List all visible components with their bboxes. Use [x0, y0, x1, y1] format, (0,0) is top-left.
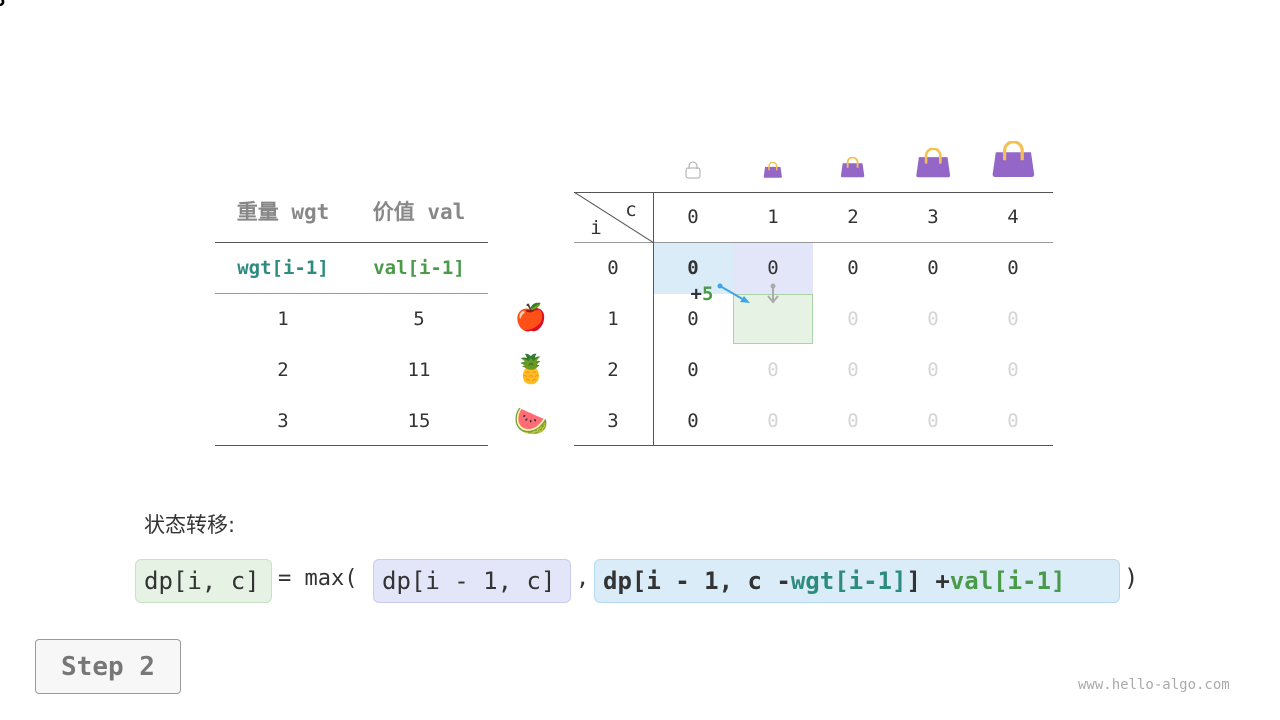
item-weight: 1 — [277, 308, 289, 330]
row-header: 2 — [607, 359, 619, 381]
dp-cell: 0 — [927, 410, 939, 432]
dp-cell: 0 — [687, 257, 699, 279]
col-header: 3 — [927, 206, 939, 228]
formula-option-1: dp[i - 1, c] — [373, 559, 571, 603]
formula-option-2: dp[i - 1, c - wgt[i-1]] + val[i-1] — [594, 559, 1120, 603]
item-value: 15 — [407, 410, 431, 432]
formula-close: ) — [1124, 564, 1139, 592]
dp-cell: 0 — [847, 359, 859, 381]
watermelon-icon: 🍉 — [513, 404, 549, 438]
dp-cell: 0 — [687, 308, 699, 330]
dp-cell: 5 — [0, 0, 6, 11]
col-header: 2 — [847, 206, 859, 228]
transition-arrows — [717, 283, 779, 304]
dp-cell: 0 — [1007, 359, 1019, 381]
dp-cell: 0 — [847, 410, 859, 432]
dp-cell: 0 — [927, 308, 939, 330]
formula-comma: , — [576, 566, 590, 591]
watermark: www.hello-algo.com — [1078, 677, 1230, 693]
subheader-wgt: wgt[i-1] — [237, 257, 329, 279]
plus-value-annotation: +5 — [690, 283, 714, 305]
transition-label: 状态转移: — [144, 513, 236, 537]
bag-icon — [763, 161, 783, 178]
pineapple-icon: 🍍 — [513, 352, 549, 386]
item-value: 5 — [413, 308, 425, 330]
dp-cell: 0 — [687, 410, 699, 432]
corner-diagonal — [574, 192, 654, 244]
empty-bag-icon — [685, 161, 701, 179]
item-weight: 3 — [277, 410, 289, 432]
bag-icon — [992, 141, 1034, 178]
dp-cell: 0 — [847, 257, 859, 279]
subheader-val: val[i-1] — [373, 257, 465, 279]
col-header: 4 — [1007, 206, 1019, 228]
col-header: 0 — [687, 206, 699, 228]
row-header: 3 — [607, 410, 619, 432]
col-header: 1 — [767, 206, 779, 228]
dp-cell: 0 — [767, 410, 779, 432]
dp-cell: 0 — [1007, 257, 1019, 279]
formula-lhs: dp[i, c] — [135, 559, 272, 603]
header-value: 价值 val — [372, 200, 466, 224]
item-value: 11 — [407, 359, 431, 381]
dp-cell: 0 — [1007, 308, 1019, 330]
corner-c-label: c — [625, 199, 637, 221]
step-button[interactable]: Step 2 — [35, 639, 181, 694]
bag-icon — [916, 148, 950, 178]
dp-cell: 0 — [767, 257, 779, 279]
header-weight: 重量 wgt — [236, 200, 330, 224]
dp-cell: 0 — [687, 359, 699, 381]
row-header: 0 — [607, 257, 619, 279]
dp-cell: 0 — [1007, 410, 1019, 432]
dp-cell: 0 — [767, 359, 779, 381]
bag-icon — [841, 157, 865, 178]
dp-cell: 0 — [847, 308, 859, 330]
dp-cell: 0 — [927, 359, 939, 381]
item-weight: 2 — [277, 359, 289, 381]
dp-cell: 0 — [927, 257, 939, 279]
row-header: 1 — [607, 308, 619, 330]
formula-max: = max( — [278, 566, 358, 591]
apple-icon: 🍎 — [514, 303, 548, 333]
corner-i-label: i — [590, 217, 602, 239]
